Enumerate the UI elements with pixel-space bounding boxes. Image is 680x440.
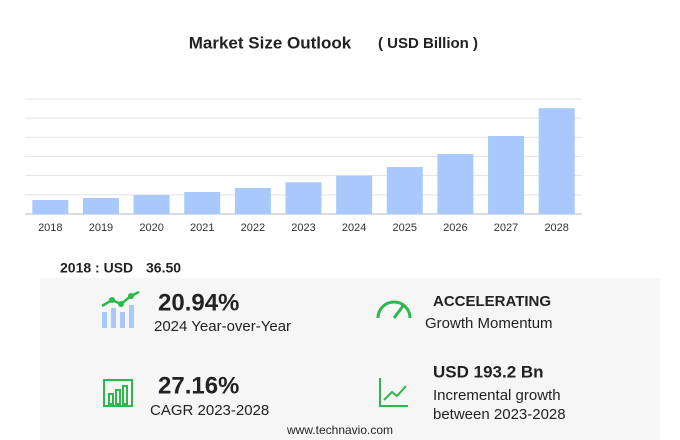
chart-title: Market Size Outlook bbox=[189, 33, 352, 52]
x-tick-label: 2028 bbox=[544, 222, 568, 234]
bar bbox=[133, 195, 170, 214]
icon-yoy bbox=[101, 290, 140, 328]
base-value: 36.50 bbox=[146, 260, 181, 276]
stat-value: 20.94% bbox=[158, 289, 239, 316]
x-tick-label: 2019 bbox=[89, 222, 113, 234]
x-tick-label: 2023 bbox=[291, 222, 315, 234]
bar bbox=[184, 191, 221, 214]
bar bbox=[234, 188, 271, 214]
bar bbox=[538, 108, 575, 214]
x-tick-label: 2025 bbox=[393, 222, 417, 234]
stat-value: USD 193.2 Bn bbox=[433, 362, 544, 381]
bar bbox=[336, 175, 373, 214]
stats-panel bbox=[40, 278, 660, 440]
x-tick-label: 2026 bbox=[443, 222, 467, 234]
icon-gauge bbox=[376, 300, 412, 319]
stat-label: CAGR 2023-2028 bbox=[150, 402, 269, 419]
chart-subtitle: ( USD Billion ) bbox=[378, 35, 478, 52]
plot: 2018 2019 2020 2021 2022 2023 2024 2025 2026 2027… bbox=[25, 98, 582, 234]
icon-incremental bbox=[379, 378, 408, 407]
x-tick-label: 2020 bbox=[139, 222, 163, 234]
x-tick-label: 2027 bbox=[494, 222, 518, 234]
stat-value: 27.16% bbox=[158, 372, 239, 399]
stat-label: Incremental growth bbox=[433, 387, 561, 404]
stat-label: Growth Momentum bbox=[425, 315, 553, 332]
base-label: 2018 : USD bbox=[60, 260, 133, 276]
footer: www.technavio.com bbox=[286, 423, 393, 437]
stat-label: 2024 Year-over-Year bbox=[154, 318, 291, 335]
bar bbox=[32, 200, 69, 214]
icon-cagr bbox=[103, 379, 133, 407]
bar bbox=[386, 167, 423, 214]
stat-label: between 2023-2028 bbox=[433, 406, 566, 423]
bar bbox=[437, 154, 474, 214]
x-tick-label: 2021 bbox=[190, 222, 214, 234]
x-tick-label: 2018 bbox=[38, 222, 62, 234]
x-tick-label: 2024 bbox=[342, 222, 366, 234]
x-tick-label: 2022 bbox=[241, 222, 265, 234]
stat-value: ACCELERATING bbox=[433, 293, 551, 310]
bar bbox=[82, 198, 119, 214]
bar bbox=[285, 182, 322, 214]
bar bbox=[488, 136, 525, 214]
